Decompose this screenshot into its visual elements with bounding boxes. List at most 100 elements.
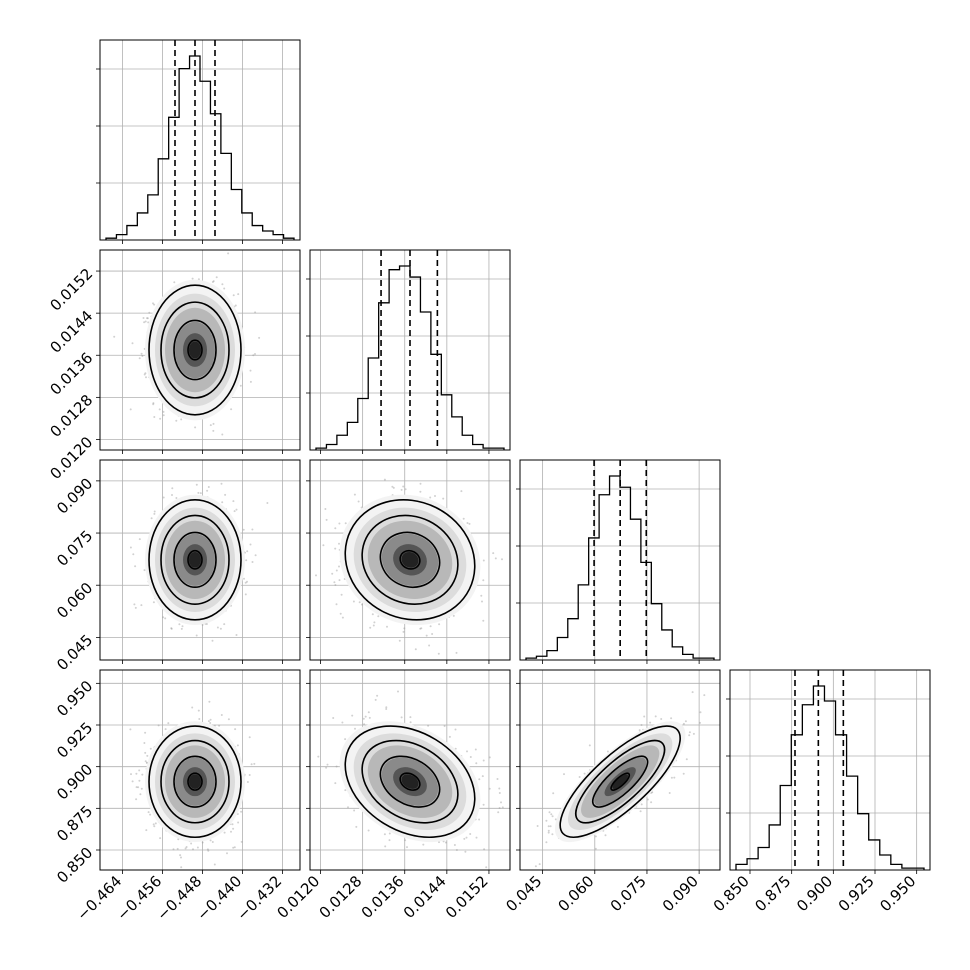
sample-point — [223, 623, 226, 626]
sample-point — [153, 825, 156, 828]
sample-point — [178, 623, 181, 626]
sample-point — [175, 497, 178, 499]
sample-point — [195, 634, 198, 637]
sample-point — [176, 847, 179, 850]
sample-point — [152, 302, 154, 305]
sample-point — [224, 493, 227, 496]
sample-point — [344, 522, 347, 525]
sample-point — [468, 522, 471, 525]
sample-point — [162, 496, 165, 499]
sample-point — [226, 852, 228, 855]
sample-point — [331, 572, 334, 575]
sample-point — [211, 639, 214, 642]
axes-frame — [729, 669, 931, 871]
sample-point — [206, 489, 209, 492]
sample-point — [159, 417, 162, 420]
sample-point — [232, 500, 235, 503]
sample-point — [501, 558, 503, 561]
sample-point — [392, 486, 395, 489]
sample-point — [212, 429, 215, 432]
sample-point — [254, 554, 257, 557]
sample-point — [494, 557, 497, 560]
sample-point — [191, 706, 194, 709]
sample-point — [196, 846, 199, 849]
sample-point — [335, 569, 338, 572]
sample-point — [144, 320, 147, 323]
sample-point — [338, 542, 340, 545]
sample-point — [254, 353, 256, 355]
sample-point — [134, 606, 137, 609]
sample-point — [207, 720, 210, 723]
sample-point — [150, 517, 153, 520]
sample-point — [216, 626, 219, 629]
histogram-3 — [735, 685, 925, 870]
sample-point — [173, 281, 176, 284]
sample-point — [143, 742, 146, 744]
sample-point — [144, 731, 147, 734]
sample-point — [140, 352, 143, 355]
sample-point — [191, 277, 194, 280]
histogram-0 — [105, 55, 295, 240]
sample-point — [138, 538, 141, 541]
sample-point — [482, 619, 485, 622]
sample-point — [162, 414, 165, 417]
sample-point — [211, 281, 214, 283]
sample-point — [215, 276, 218, 279]
sample-point — [209, 718, 212, 721]
sample-point — [358, 601, 361, 604]
sample-point — [237, 293, 240, 296]
sample-point — [333, 581, 336, 584]
sample-point — [192, 848, 194, 851]
sample-point — [195, 483, 198, 486]
sample-point — [340, 593, 343, 596]
sample-point — [429, 625, 432, 628]
sample-point — [466, 522, 469, 524]
sample-point — [357, 500, 360, 503]
sample-point — [180, 627, 183, 630]
sample-point — [243, 577, 245, 580]
sample-point — [246, 580, 248, 583]
sample-point — [227, 718, 230, 721]
sample-point — [113, 335, 116, 338]
sample-point — [402, 485, 405, 488]
axes-frame — [519, 459, 721, 661]
sample-point — [208, 700, 211, 703]
axes-frame — [99, 39, 301, 241]
sample-point — [338, 522, 341, 525]
sample-point — [252, 354, 255, 357]
sample-point — [194, 426, 197, 429]
sample-point — [233, 846, 236, 849]
sample-point — [251, 528, 254, 531]
sample-point — [201, 841, 204, 844]
sample-point — [129, 408, 132, 411]
sample-point — [211, 841, 214, 843]
sample-point — [152, 403, 155, 406]
sample-point — [434, 495, 436, 497]
sample-point — [135, 772, 138, 775]
sample-point — [147, 811, 150, 814]
sample-point — [145, 376, 147, 379]
sample-point — [420, 627, 423, 630]
sample-point — [153, 510, 156, 513]
sample-point — [324, 508, 327, 510]
sample-point — [335, 603, 338, 606]
sample-point — [164, 617, 167, 620]
sample-point — [143, 321, 146, 324]
sample-point — [227, 252, 230, 255]
sample-point — [138, 357, 141, 360]
sample-point — [325, 518, 328, 521]
sample-point — [398, 639, 401, 642]
sample-point — [153, 512, 156, 515]
sample-point — [212, 422, 215, 425]
sample-point — [209, 424, 212, 427]
sample-point — [386, 625, 388, 628]
density-layer — [189, 341, 201, 359]
sample-point — [140, 787, 143, 790]
sample-point — [249, 543, 252, 546]
sample-point — [230, 408, 233, 411]
sample-point — [142, 317, 145, 319]
sample-point — [129, 546, 132, 549]
sample-point — [233, 510, 236, 513]
sample-point — [154, 822, 157, 825]
